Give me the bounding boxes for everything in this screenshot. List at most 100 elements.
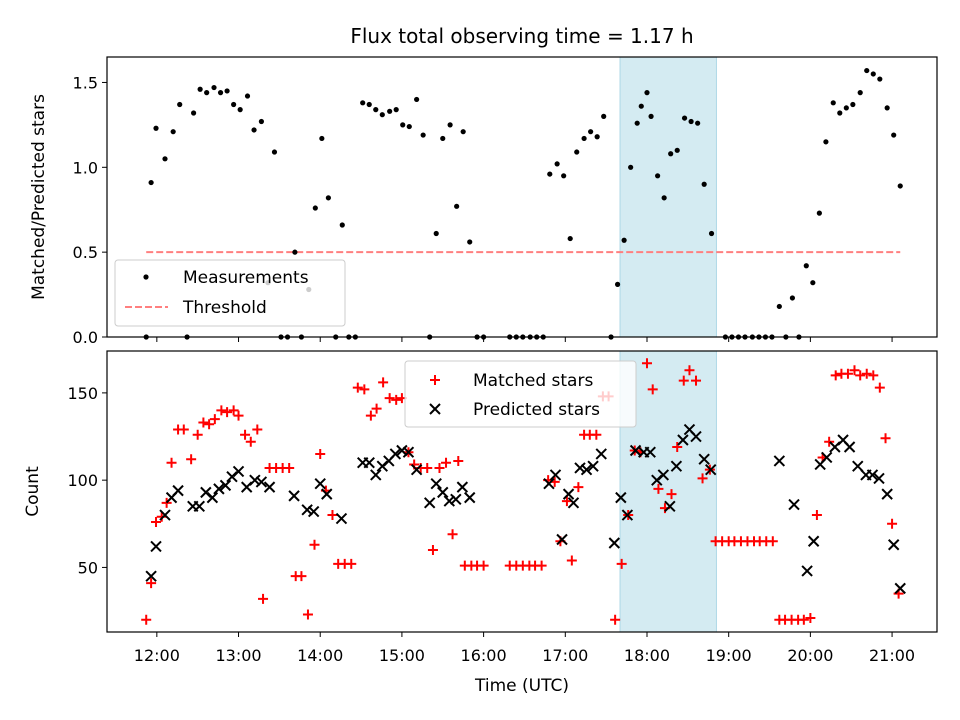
matched-star-point (252, 424, 263, 435)
measurement-point (271, 149, 278, 155)
x-tick-label: 15:00 (379, 646, 425, 665)
predicted-star-point (549, 469, 562, 481)
predicted-star-point (543, 477, 555, 490)
measurement-point (244, 93, 251, 99)
measurement-point (197, 86, 203, 92)
matched-star-point (371, 403, 382, 414)
measurement-point (170, 129, 176, 135)
matched-star-point (610, 614, 621, 625)
counts-y-axis-label: Count (23, 466, 43, 517)
matched-star-point (478, 560, 489, 571)
predicted-star-point (450, 493, 462, 506)
matched-star-point (447, 529, 458, 540)
measurement-point (258, 118, 264, 125)
measurement-point (594, 134, 600, 140)
measurement-point (843, 105, 849, 111)
predicted-star-point (301, 504, 313, 516)
measurement-point (190, 110, 197, 116)
predicted-star-point (206, 491, 219, 504)
predicted-star-point (396, 444, 408, 457)
ratio-legend: Measurements Threshold (114, 259, 346, 327)
measurement-point (554, 161, 560, 167)
measurement-point (177, 101, 183, 108)
matched-star-point (566, 555, 577, 566)
x-tick-label: 19:00 (706, 646, 752, 665)
measurement-point (837, 110, 843, 116)
predicted-star-point (677, 434, 689, 446)
matched-star-point (309, 539, 320, 550)
predicted-star-point (219, 479, 232, 492)
predicted-star-point (370, 469, 382, 481)
measurement-point (414, 96, 420, 103)
predicted-star-point (670, 460, 683, 472)
matched-star-point (855, 370, 866, 381)
ratio-panel: 0.0 0.5 1.0 1.5 Matched/Predicted stars Mea… (29, 56, 938, 347)
measurement-point (420, 132, 426, 138)
matched-star-point (178, 424, 189, 435)
predicted-star-point (574, 462, 586, 474)
predicted-stars-layer (145, 423, 906, 595)
matched-star-point (156, 511, 167, 522)
measurement-point (406, 123, 412, 130)
measurement-point (440, 135, 446, 142)
measurement-point (204, 90, 210, 96)
measurement-point (803, 263, 809, 269)
x-tick-label: 14:00 (297, 646, 343, 665)
matched-star-point (391, 394, 402, 405)
measurement-point (339, 222, 345, 228)
predicted-star-point (430, 477, 442, 490)
matched-star-point (678, 375, 689, 386)
counts-x-ticks: 12:00 13:00 14:00 15:00 16:00 17:00 18:00 19:00… (134, 632, 915, 665)
matched-star-point (767, 536, 778, 547)
measurement-point (360, 100, 366, 106)
ratio-x-ticks (156, 337, 893, 342)
measurement-point (460, 129, 466, 135)
matched-star-point (384, 393, 395, 404)
measurement-point (688, 118, 694, 125)
matched-star-point (616, 558, 627, 569)
measurement-point (400, 122, 406, 128)
matched-star-point (146, 578, 157, 589)
measurement-point (674, 147, 680, 153)
predicted-star-point (595, 448, 607, 460)
matched-star-point (192, 429, 203, 440)
predicted-star-point (698, 453, 710, 465)
legend-threshold-label: Threshold (182, 298, 267, 318)
legend-measurements-marker (143, 274, 149, 280)
matched-star-point (141, 614, 152, 625)
matched-star-point (453, 455, 464, 466)
predicted-star-point (788, 498, 800, 511)
y-tick-label: 1.0 (73, 158, 98, 177)
measurement-point (237, 107, 243, 113)
matched-star-point (798, 614, 809, 625)
matched-star-point (359, 384, 370, 395)
ratio-plot-frame (106, 56, 938, 338)
measurement-point (217, 90, 224, 96)
legend-predicted-label: Predicted stars (473, 400, 600, 420)
predicted-star-point (615, 491, 627, 504)
measurement-point (614, 281, 621, 287)
measurement-point (701, 181, 707, 187)
matched-star-point (222, 407, 233, 418)
matched-star-point (151, 517, 162, 528)
predicted-star-point (410, 463, 423, 476)
matched-star-point (647, 384, 658, 395)
matched-star-point (296, 571, 307, 582)
matched-star-point (824, 436, 835, 447)
x-mark-icon (429, 403, 441, 415)
measurement-point (574, 149, 580, 155)
measurement-point (231, 101, 237, 108)
measurement-point (467, 239, 473, 245)
measurement-point (319, 135, 325, 142)
predicted-star-point (213, 483, 225, 495)
measurement-point (668, 151, 674, 157)
measurement-point (621, 237, 627, 243)
predicted-star-point (145, 570, 157, 582)
predicted-star-point (456, 481, 469, 493)
matched-star-point (536, 560, 547, 571)
predicted-star-point (807, 535, 820, 547)
matched-star-point (365, 410, 376, 421)
measurement-point (447, 122, 453, 128)
predicted-star-point (255, 476, 268, 488)
